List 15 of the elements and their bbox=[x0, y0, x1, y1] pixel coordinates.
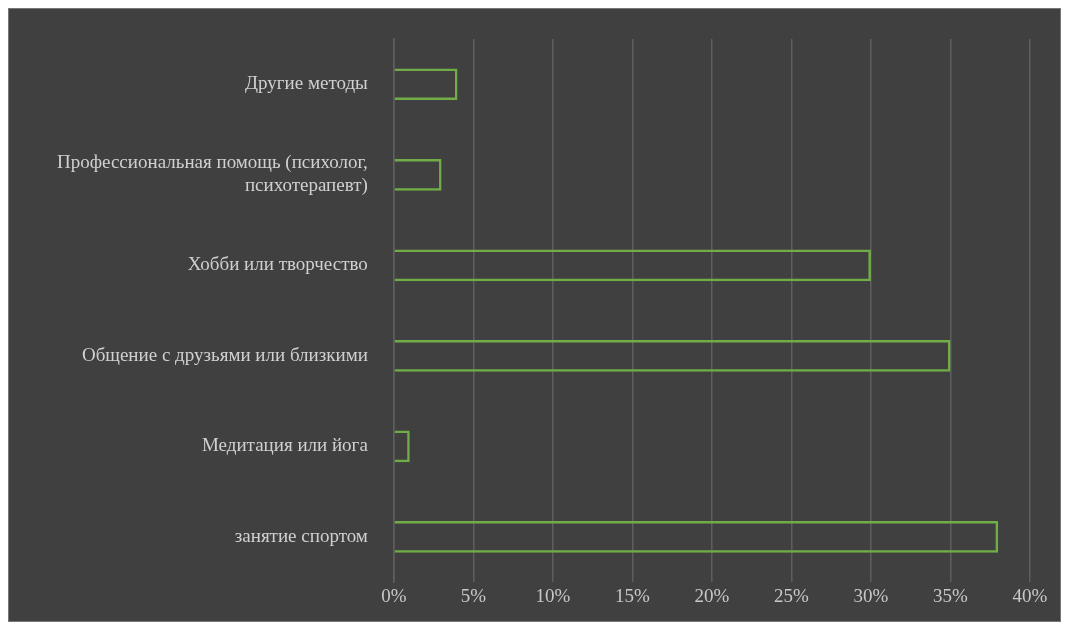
x-tick-label: 35% bbox=[933, 584, 969, 606]
y-tick-label: Хобби или творчество bbox=[187, 253, 368, 275]
y-tick-label: Профессиональная помощь (психолог, психотерапевт) bbox=[57, 151, 368, 197]
x-tick-label: 25% bbox=[774, 584, 810, 606]
x-tick-label: 20% bbox=[694, 584, 730, 606]
x-tick-label: 10% bbox=[535, 584, 571, 606]
x-tick-label: 40% bbox=[1012, 584, 1048, 606]
x-tick-label: 15% bbox=[615, 584, 650, 606]
x-tick-label: 0% bbox=[381, 584, 407, 606]
y-tick-label: Медитация или йога bbox=[201, 434, 369, 456]
x-tick-label: 5% bbox=[460, 584, 487, 606]
x-tick-label: 30% bbox=[853, 584, 889, 606]
y-tick-label: занятие спортом bbox=[234, 524, 368, 546]
y-tick-label: Общение с друзьями или близкими bbox=[81, 343, 368, 365]
y-tick-label: Другие методы bbox=[245, 72, 369, 94]
